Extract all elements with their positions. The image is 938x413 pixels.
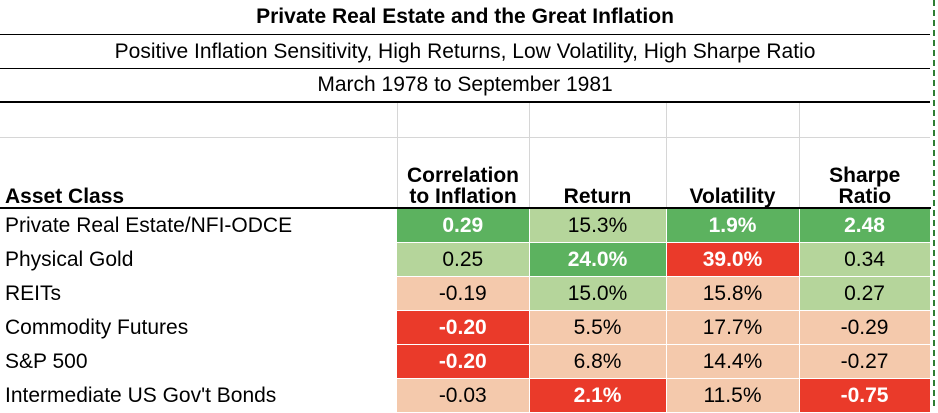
return-cell[interactable]: 5.5%	[529, 310, 667, 345]
header-correlation-line2: to Inflation	[409, 185, 517, 208]
asset-name-cell[interactable]: S&P 500	[5, 349, 88, 373]
blank-cell[interactable]	[396, 102, 529, 137]
header-correlation-line1: Correlation	[406, 164, 519, 187]
header-asset-class[interactable]: Asset Class	[0, 136, 397, 209]
correlation-cell[interactable]: 0.29	[397, 208, 530, 243]
asset-name-cell[interactable]: Intermediate US Gov't Bonds	[5, 383, 277, 407]
sharpe-cell[interactable]: 0.34	[799, 242, 931, 277]
asset-name-cell[interactable]: REITs	[5, 281, 62, 305]
correlation-cell[interactable]: -0.20	[397, 310, 530, 345]
sharpe-cell[interactable]: -0.29	[799, 310, 931, 345]
volatility-cell[interactable]: 39.0%	[666, 242, 800, 277]
correlation-cell[interactable]: -0.19	[397, 276, 530, 311]
date-range[interactable]: March 1978 to September 1981	[0, 68, 931, 103]
blank-cell[interactable]	[665, 102, 799, 137]
return-cell[interactable]: 2.1%	[529, 378, 667, 413]
return-cell[interactable]: 24.0%	[529, 242, 667, 277]
return-cell[interactable]: 6.8%	[529, 344, 667, 379]
return-cell[interactable]: 15.0%	[529, 276, 667, 311]
table-subtitle[interactable]: Positive Inflation Sensitivity, High Ret…	[0, 34, 931, 69]
table-row: Intermediate US Gov't Bonds -0.03 2.1% 1…	[0, 378, 931, 413]
sharpe-cell[interactable]: -0.27	[799, 344, 931, 379]
header-volatility[interactable]: Volatility	[665, 136, 799, 209]
correlation-cell[interactable]: -0.03	[397, 378, 530, 413]
asset-name-cell[interactable]: Commodity Futures	[5, 315, 189, 339]
blank-cell[interactable]	[0, 102, 397, 137]
header-sharpe-line1: Sharpe	[829, 164, 901, 187]
asset-name-cell[interactable]: Physical Gold	[5, 247, 134, 271]
volatility-cell[interactable]: 11.5%	[666, 378, 800, 413]
correlation-cell[interactable]: 0.25	[397, 242, 530, 277]
volatility-cell[interactable]: 1.9%	[666, 208, 800, 243]
volatility-cell[interactable]: 14.4%	[666, 344, 800, 379]
table-row: Commodity Futures -0.20 5.5% 17.7% -0.29	[0, 310, 931, 345]
blank-cell[interactable]	[798, 102, 931, 137]
blank-cell[interactable]	[528, 102, 666, 137]
volatility-cell[interactable]: 15.8%	[666, 276, 800, 311]
volatility-cell[interactable]: 17.7%	[666, 310, 800, 345]
header-correlation[interactable]: Correlation to Inflation	[396, 136, 529, 209]
header-return[interactable]: Return	[528, 136, 666, 209]
table-row: Private Real Estate/NFI-ODCE 0.29 15.3% …	[0, 208, 931, 243]
table-title[interactable]: Private Real Estate and the Great Inflat…	[0, 0, 931, 35]
sharpe-cell[interactable]: -0.75	[799, 378, 931, 413]
table-row: REITs -0.19 15.0% 15.8% 0.27	[0, 276, 931, 311]
asset-name-cell[interactable]: Private Real Estate/NFI-ODCE	[5, 214, 293, 237]
table-row: S&P 500 -0.20 6.8% 14.4% -0.27	[0, 344, 931, 379]
sharpe-cell[interactable]: 0.27	[799, 276, 931, 311]
selection-marquee	[933, 0, 935, 406]
header-sharpe-line2: Ratio	[838, 185, 892, 208]
return-cell[interactable]: 15.3%	[529, 208, 667, 243]
sharpe-cell[interactable]: 2.48	[799, 208, 931, 243]
correlation-cell[interactable]: -0.20	[397, 344, 530, 379]
table-row: Physical Gold 0.25 24.0% 39.0% 0.34	[0, 242, 931, 277]
header-sharpe[interactable]: Sharpe Ratio	[798, 136, 931, 209]
